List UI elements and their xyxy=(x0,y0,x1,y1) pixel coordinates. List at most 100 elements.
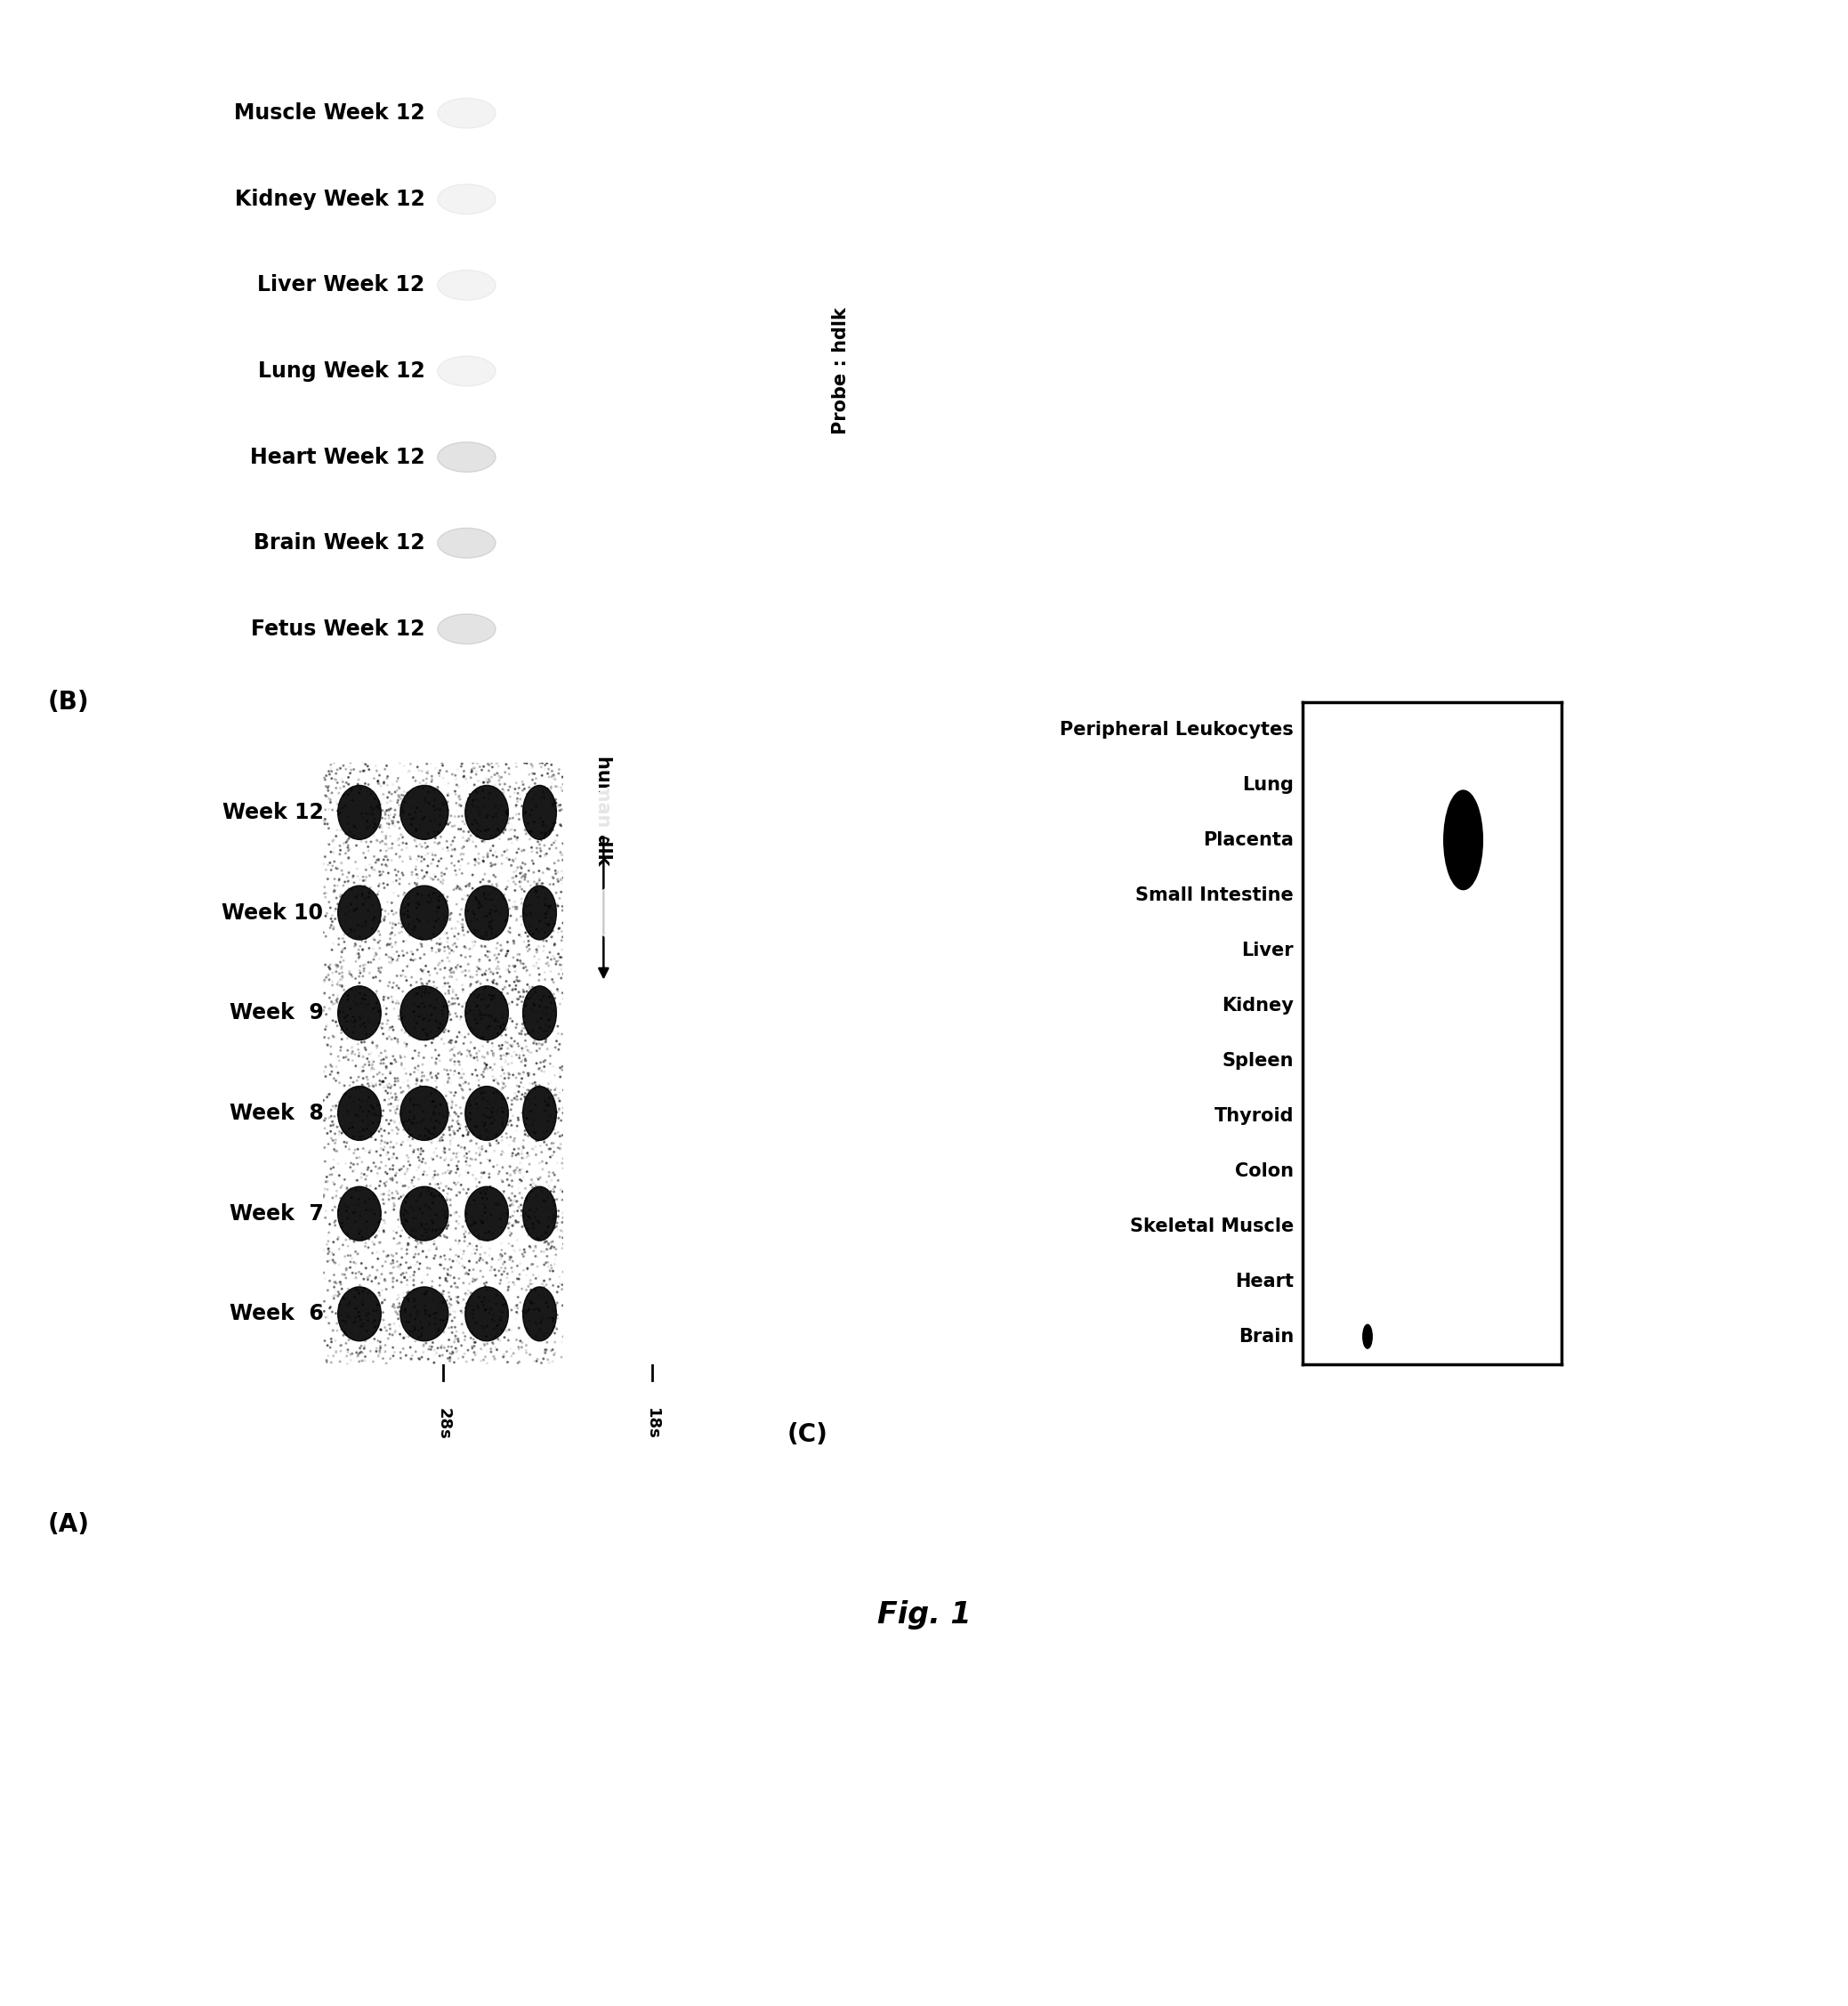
Point xyxy=(510,985,540,1017)
Point xyxy=(314,1208,344,1240)
Point xyxy=(412,1298,442,1330)
Point xyxy=(444,1322,473,1354)
Point xyxy=(444,871,473,903)
Point xyxy=(421,971,451,1003)
Point xyxy=(318,1105,347,1137)
Point xyxy=(490,1252,519,1284)
Point xyxy=(405,1306,434,1338)
Point xyxy=(493,1033,523,1065)
Point xyxy=(349,1157,379,1190)
Point xyxy=(323,951,353,983)
Point xyxy=(540,1081,569,1113)
Point xyxy=(412,1101,442,1133)
Point xyxy=(418,1023,447,1055)
Point xyxy=(384,1212,414,1244)
Point xyxy=(333,828,362,861)
Point xyxy=(449,814,479,847)
Point xyxy=(425,1097,455,1129)
Point xyxy=(344,1061,373,1093)
Text: Lung: Lung xyxy=(1242,776,1294,794)
Point xyxy=(436,828,466,861)
Point xyxy=(419,790,449,822)
Point xyxy=(451,1133,480,1165)
Point xyxy=(517,993,547,1025)
Point xyxy=(492,798,521,830)
Point xyxy=(519,989,549,1021)
Point xyxy=(458,1264,488,1296)
Point xyxy=(431,1169,460,1202)
Point xyxy=(453,1005,482,1037)
Point xyxy=(432,885,462,917)
Point xyxy=(462,1234,492,1266)
Point xyxy=(316,953,346,985)
Point xyxy=(346,1318,375,1350)
Point xyxy=(425,1087,455,1119)
Point xyxy=(479,1306,508,1338)
Point xyxy=(362,1220,392,1252)
Point xyxy=(475,1001,505,1033)
Point xyxy=(530,1085,560,1117)
Point xyxy=(449,1063,479,1095)
Point xyxy=(401,1107,431,1139)
Point xyxy=(432,786,462,818)
Point xyxy=(469,901,499,933)
Point xyxy=(455,1288,484,1320)
Point xyxy=(359,1069,388,1101)
Point xyxy=(412,1083,442,1115)
Point xyxy=(421,1091,451,1123)
Point xyxy=(521,1320,551,1352)
Point xyxy=(499,776,529,808)
Point xyxy=(543,891,573,923)
Point xyxy=(432,1067,462,1099)
Point xyxy=(449,1284,479,1316)
Point xyxy=(375,1021,405,1053)
Point xyxy=(316,985,346,1017)
Point xyxy=(322,1111,351,1143)
Point xyxy=(444,1105,473,1137)
Point xyxy=(383,824,412,857)
Point xyxy=(516,1085,545,1117)
Point xyxy=(505,1153,534,1186)
Point xyxy=(316,1322,346,1354)
Point xyxy=(529,1342,558,1374)
Point xyxy=(386,1129,416,1161)
Point xyxy=(360,1322,390,1354)
Point xyxy=(349,1031,379,1063)
Point xyxy=(312,1165,342,1198)
Point xyxy=(368,1178,397,1210)
Point xyxy=(423,792,453,824)
Point xyxy=(414,1151,444,1184)
Point xyxy=(397,1123,427,1155)
Point xyxy=(538,766,567,798)
Text: human dlk: human dlk xyxy=(595,756,612,865)
Point xyxy=(514,1270,543,1302)
Point xyxy=(379,907,408,939)
Point xyxy=(521,1089,551,1121)
Point xyxy=(486,935,516,967)
Point xyxy=(447,857,477,889)
Point xyxy=(505,1192,534,1224)
Point xyxy=(325,796,355,828)
Point xyxy=(475,1292,505,1324)
Point xyxy=(516,1095,545,1127)
Point xyxy=(492,1121,521,1153)
Point xyxy=(512,1252,541,1284)
Point xyxy=(547,845,577,877)
Point xyxy=(395,1061,425,1093)
Point xyxy=(464,1063,493,1095)
Point xyxy=(445,1049,475,1081)
Point xyxy=(503,1109,532,1141)
Point xyxy=(464,1131,493,1163)
Point xyxy=(436,1270,466,1302)
Point xyxy=(405,991,434,1023)
Point xyxy=(383,806,412,839)
Point xyxy=(344,909,373,941)
Point xyxy=(320,1143,349,1176)
Point xyxy=(429,865,458,897)
Point xyxy=(353,1153,383,1186)
Point xyxy=(405,889,434,921)
Point xyxy=(334,919,364,951)
Point xyxy=(464,1003,493,1035)
Point xyxy=(360,1222,390,1254)
Point xyxy=(401,887,431,919)
